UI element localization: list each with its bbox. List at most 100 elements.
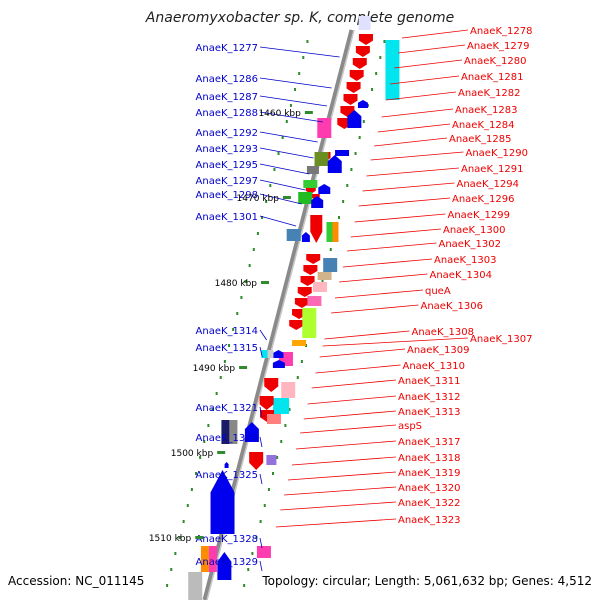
right-leader-line [339,273,428,283]
right-gene-label: AnaeK_1294 [457,179,519,190]
tick-dot-right [296,376,299,379]
reverse-gene-arrow [294,298,309,308]
tick-dot-right [329,248,332,251]
left-leader-line [259,46,340,58]
tick-dot-right [321,280,324,283]
gene-block [292,340,307,346]
gene-block [306,166,319,174]
right-leader-line [385,91,457,101]
right-leader-line [358,197,451,207]
tick-dot-right [379,56,382,59]
tick-dot-left [186,504,189,507]
tick-dot-right [354,152,357,155]
kbp-label: 1500 kbp [171,449,214,459]
right-gene-label: queA [425,286,451,297]
right-gene-label: AnaeK_1284 [452,120,514,131]
right-gene-label: AnaeK_1306 [421,301,483,312]
gene-block [326,222,333,242]
forward-gene-arrow [311,196,324,208]
reverse-gene-arrow [343,94,358,105]
gene-block [317,118,332,138]
topology-text: Topology: circular; Length: 5,061,632 bp… [262,574,592,588]
gene-block [200,546,209,572]
kbp-label: 1480 kbp [215,279,258,289]
tick-dot-left [240,296,243,299]
forward-gene-arrow [327,155,342,173]
left-leader-line [259,560,263,572]
gene-block [323,258,338,272]
tick-dot-left [215,392,218,395]
left-gene-label: AnaeK_1329 [196,557,258,568]
gene-block [332,222,339,242]
kbp-labels: 1460 kbp 1470 kbp 1480 kbp 1490 kbp 1500 kbp… [149,109,313,544]
right-gene-label: AnaeK_1307 [470,334,532,345]
right-gene-label: AnaeK_1320 [398,483,460,494]
right-gene-label: AnaeK_1296 [452,194,514,205]
reverse-gene-arrow [349,70,364,81]
reverse-gene-arrow [303,265,318,275]
left-gene-label: AnaeK_1321 [196,403,258,414]
left-leader-line [259,537,263,549]
right-gene-label: AnaeK_1311 [398,376,460,387]
tick-dot-left [207,424,210,427]
right-leader-line [377,123,451,133]
kbp-tick-mark [282,196,291,199]
left-gene-label: AnaeK_1295 [196,160,258,171]
left-gene-label: AnaeK_1328 [196,534,258,545]
tick-dot-left [289,104,292,107]
tick-dot-right [243,584,246,587]
tick-dot-right [288,408,291,411]
left-leader-line [259,95,328,107]
gene-block [229,420,238,444]
forward-gene-arrow [301,232,310,242]
right-leader-line [354,213,446,223]
tick-dot-left [195,472,198,475]
tick-dot-right [383,40,386,43]
gene-block [267,350,274,358]
tick-dot-left [306,40,309,43]
right-leader-line [300,424,397,434]
left-gene-label: AnaeK_1297 [196,176,258,187]
tick-dot-right [371,88,374,91]
kbp-tick-mark [217,451,226,454]
left-gene-label: AnaeK_1277 [196,43,258,54]
gene-block [266,414,281,424]
tick-dot-left [265,200,268,203]
map-title: Anaeromyxobacter sp. K, complete genome [145,10,455,26]
left-gene-label: AnaeK_1287 [196,92,258,103]
tick-dot-right [346,184,349,187]
tick-dot-right [251,552,254,555]
forward-gene-arrow [244,422,259,442]
left-leader-line [259,163,310,175]
right-leader-line [291,456,397,466]
right-gene-label: AnaeK_1299 [448,210,510,221]
forward-gene-arrow [210,470,235,534]
right-leader-line [347,242,437,252]
gene-block [273,398,290,414]
gene-block [261,350,268,358]
tick-dot-left [261,216,264,219]
right-gene-label: AnaeK_1319 [398,468,460,479]
left-leader-line [259,77,332,89]
right-gene-label: AnaeK_1278 [470,26,532,37]
left-gene-label: AnaeK_1286 [196,74,258,85]
left-leader-line [259,346,263,358]
right-gene-label: AnaeK_1302 [439,239,501,250]
right-leader-line [370,151,464,161]
right-gene-label: AnaeK_1280 [464,56,526,67]
right-leader-line [303,410,397,420]
reverse-gene-arrow [264,378,279,392]
reverse-gene-arrow [259,396,274,410]
reverse-gene-arrow [358,34,373,45]
gene-block [314,152,329,166]
gene-block [303,180,318,188]
tick-dot-left [232,328,235,331]
left-leader-line [259,329,267,341]
gene-block [302,308,317,338]
gene-block [256,546,271,558]
right-gene-label: AnaeK_1282 [458,88,520,99]
right-leader-line [307,395,397,405]
tick-dot-left [166,584,169,587]
tick-dot-left [223,360,226,363]
gene-features [188,16,400,600]
